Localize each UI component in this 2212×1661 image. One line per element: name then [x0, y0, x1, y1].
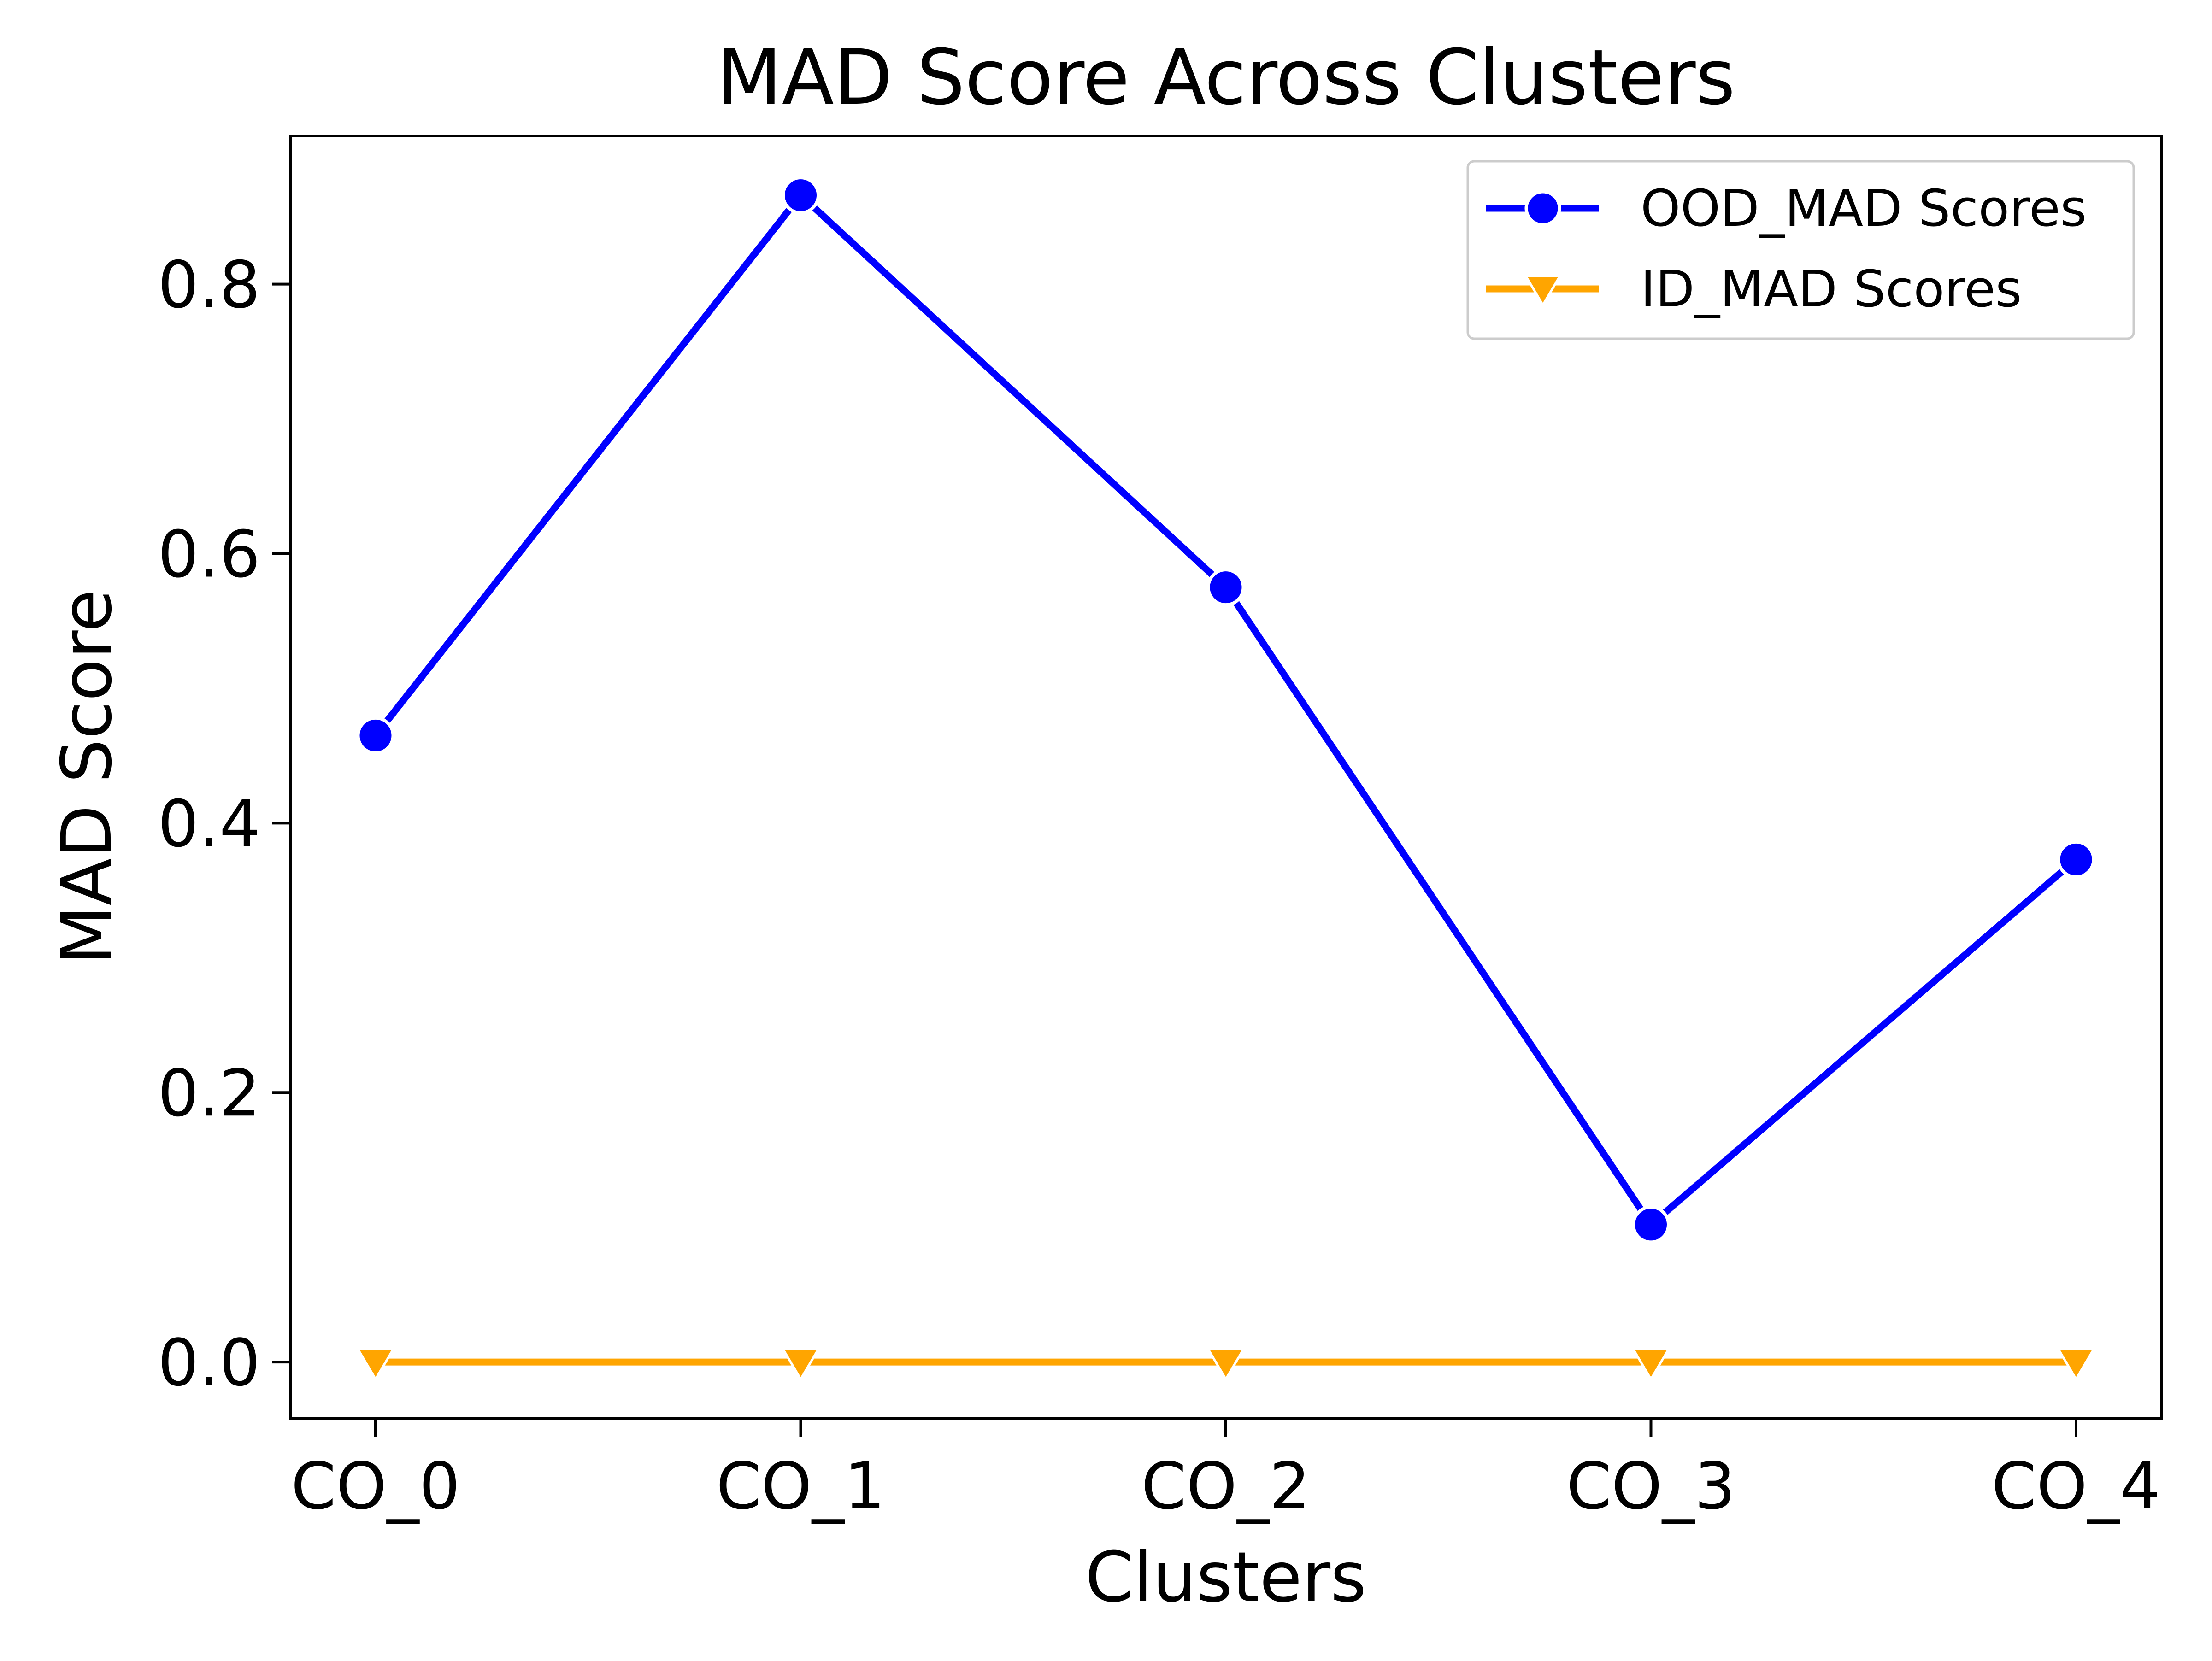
- y-axis: 0.0 0.2 0.4 0.6 0.8: [158, 248, 290, 1401]
- x-tick-label: CO_2: [1141, 1449, 1310, 1524]
- data-point-id-mad-scores-2: [1206, 1347, 1246, 1382]
- x-axis-label: Clusters: [1085, 1538, 1367, 1618]
- y-tick-label: 0.6: [158, 517, 260, 593]
- y-tick-label: 0.2: [158, 1056, 260, 1131]
- x-tick-label: CO_1: [716, 1449, 885, 1524]
- legend-label-id-mad-scores: ID_MAD Scores: [1641, 259, 2022, 318]
- y-tick-label: 0.8: [158, 248, 260, 323]
- legend-marker-id-mad-scores: [1524, 275, 1562, 307]
- x-tick-label: CO_4: [1991, 1449, 2160, 1524]
- y-tick-label: 0.0: [158, 1326, 260, 1401]
- data-point-ood-mad-scores-2: [1206, 568, 1245, 607]
- y-axis-label: MAD Score: [47, 589, 127, 965]
- data-point-ood-mad-scores-1: [782, 176, 820, 215]
- legend-marker-ood-mad-scores: [1524, 190, 1561, 227]
- x-tick-label: CO_0: [291, 1449, 460, 1524]
- data-point-id-mad-scores-0: [355, 1347, 396, 1382]
- data-point-id-mad-scores-4: [2056, 1347, 2096, 1382]
- x-tick-label: CO_3: [1566, 1449, 1735, 1524]
- x-axis: CO_0 CO_1 CO_2 CO_3 CO_4: [291, 1419, 2161, 1524]
- y-tick-label: 0.4: [158, 786, 260, 862]
- data-point-ood-mad-scores-0: [356, 716, 395, 755]
- data-point-id-mad-scores-3: [1631, 1347, 1671, 1382]
- data-point-ood-mad-scores-3: [1632, 1205, 1670, 1244]
- data-point-id-mad-scores-1: [781, 1347, 821, 1382]
- legend-label-ood-mad-scores: OOD_MAD Scores: [1641, 179, 2087, 238]
- series-line-ood-mad-scores: [373, 192, 2078, 1228]
- data-point-ood-mad-scores-4: [2057, 840, 2095, 879]
- chart-title: MAD Score Across Clusters: [716, 33, 1735, 122]
- series-layer: [355, 176, 2096, 1382]
- legend-box: [1466, 160, 2135, 340]
- legend: OOD_MAD Scores ID_MAD Scores: [1466, 160, 2135, 340]
